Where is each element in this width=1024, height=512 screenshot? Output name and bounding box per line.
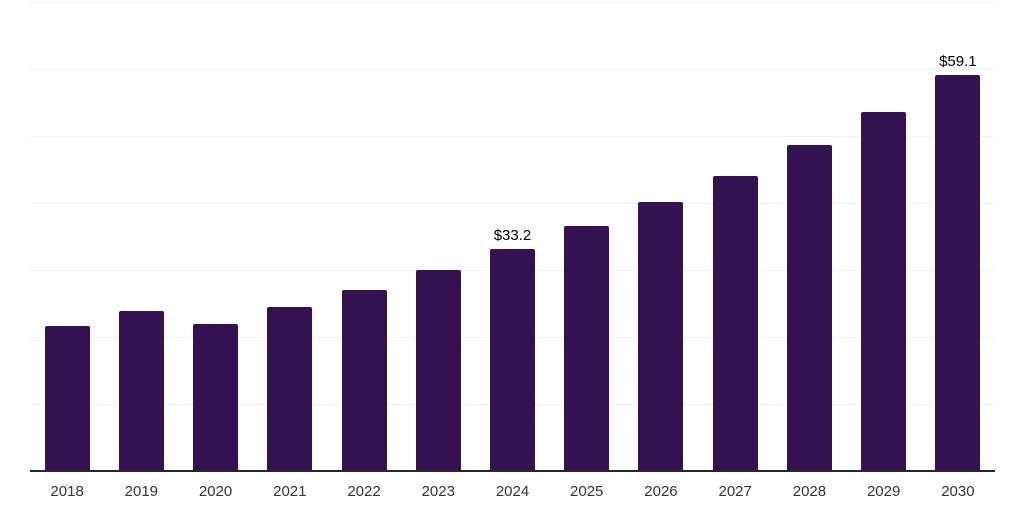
x-axis-tick-label: 2018 bbox=[50, 483, 84, 500]
x-axis-tick-label: 2030 bbox=[941, 483, 975, 500]
x-axis-tick-label: 2026 bbox=[644, 483, 678, 500]
x-axis-tick-label: 2028 bbox=[792, 483, 827, 500]
x-axis-tick-label: 2027 bbox=[718, 483, 752, 500]
x-axis-tick-label: 2022 bbox=[347, 483, 381, 500]
x-axis-tick-label: 2024 bbox=[495, 483, 530, 500]
x-axis-tick-label: 2025 bbox=[570, 483, 604, 500]
bar-2030 bbox=[935, 75, 981, 471]
bar-2028 bbox=[786, 144, 832, 471]
x-axis-tick-label: 2023 bbox=[421, 483, 455, 500]
bar-2021 bbox=[267, 306, 313, 471]
x-axis-tick-label: 2019 bbox=[124, 483, 159, 500]
bar-2020 bbox=[193, 324, 239, 471]
x-axis-line bbox=[30, 470, 995, 472]
bar-2025 bbox=[564, 225, 610, 471]
bar-2024 bbox=[490, 248, 535, 471]
bar-2029 bbox=[861, 111, 907, 471]
x-axis-tick-label: 2020 bbox=[198, 483, 233, 500]
bar-2022 bbox=[341, 290, 387, 471]
x-axis-tick-label: 2029 bbox=[866, 483, 901, 500]
bar-2023 bbox=[415, 270, 461, 471]
bar-value-label: $33.2 bbox=[493, 226, 532, 244]
gridline bbox=[30, 2, 995, 3]
bar-2027 bbox=[712, 175, 758, 471]
gridline bbox=[30, 136, 995, 137]
bar-2018 bbox=[44, 325, 90, 471]
bar-2026 bbox=[638, 202, 684, 471]
x-axis-tick-label: 2021 bbox=[273, 483, 307, 500]
gridline bbox=[30, 203, 995, 204]
bar-value-label: $59.1 bbox=[939, 53, 977, 71]
gridline bbox=[30, 69, 995, 70]
bar-2019 bbox=[118, 310, 164, 471]
